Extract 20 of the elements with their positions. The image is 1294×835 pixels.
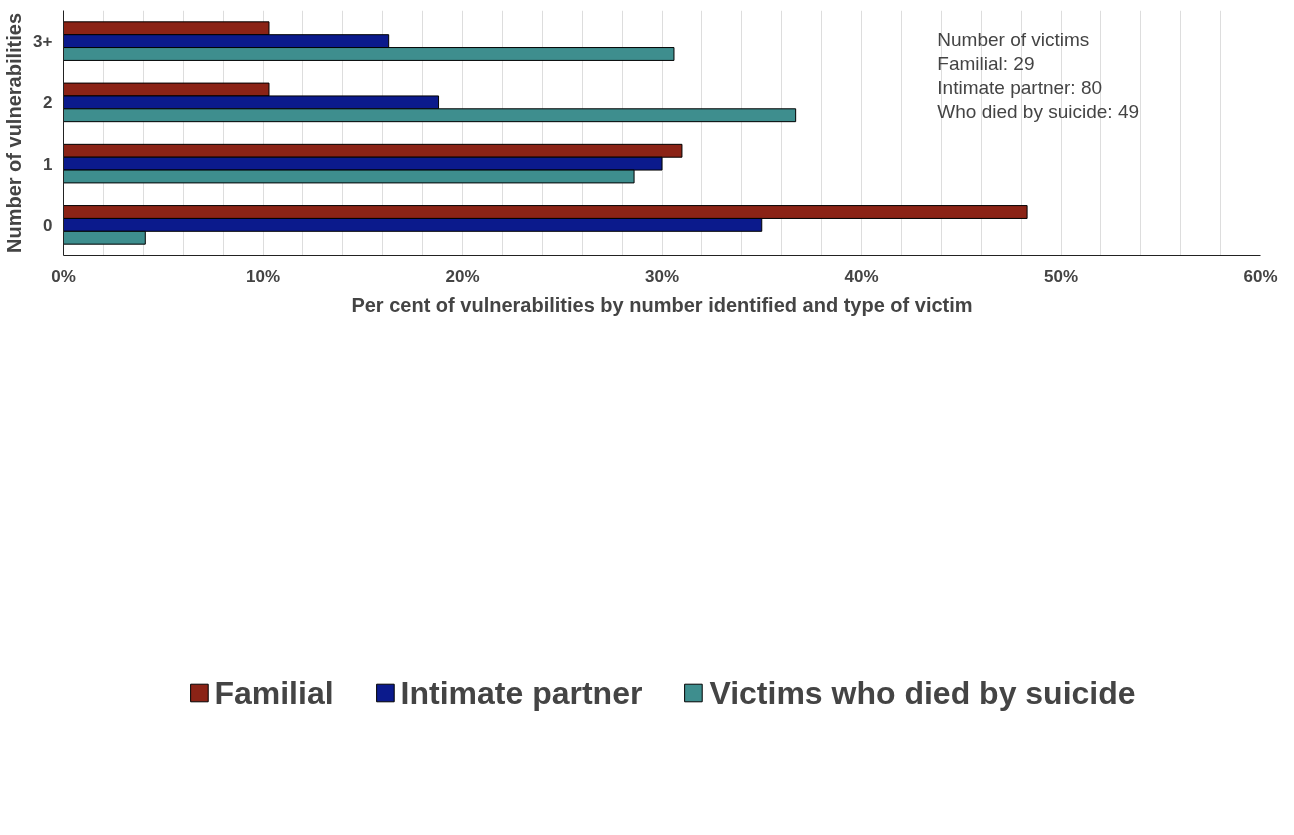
legend-label: Intimate partner [400, 674, 643, 712]
x-tick-label: 40% [844, 266, 879, 286]
annotation: Familial: 29 [937, 52, 1035, 74]
legend-label: Familial [214, 674, 334, 712]
y-tick-label: 2 [43, 93, 53, 113]
x-tick-label: 60% [1243, 266, 1278, 286]
x-tick-label: 30% [644, 266, 680, 286]
y-tick-label: 1 [43, 154, 53, 174]
annotation: Intimate partner: 80 [937, 76, 1103, 98]
y-axis-title: Number of vulnerabilities [3, 12, 26, 254]
annotation: Who died by suicide: 49 [937, 100, 1140, 122]
x-tick-label: 0% [51, 266, 76, 286]
x-tick-label: 20% [445, 266, 480, 286]
x-tick-label: 10% [245, 266, 281, 286]
y-tick-label: 0 [43, 215, 53, 235]
x-tick-label: 50% [1043, 266, 1079, 286]
y-tick-label: 3+ [33, 32, 53, 52]
x-axis-title: Per cent of vulnerabilities by number identified and type of victim [351, 293, 973, 316]
legend-label: Victims who died by suicide [709, 674, 1136, 712]
annotation: Number of victims [937, 28, 1090, 50]
